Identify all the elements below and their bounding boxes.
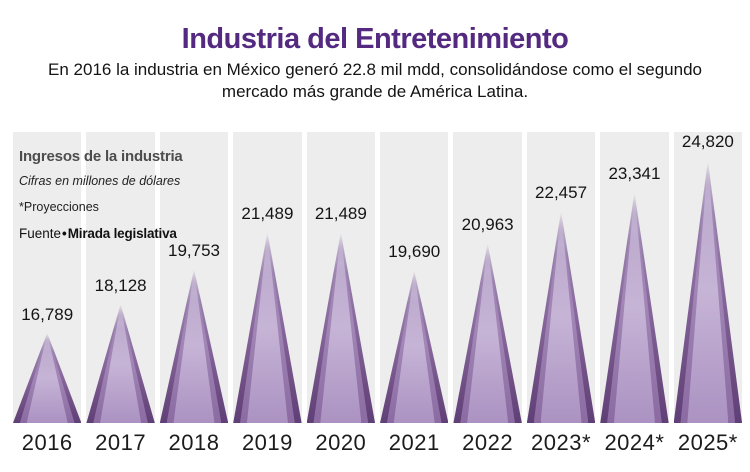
chart-columns: 16,789 2016 18,128 2017 19,753 2018 21,489 2019…	[0, 132, 750, 456]
value-label: 18,128	[94, 276, 147, 295]
year-label: 2017	[95, 430, 147, 455]
column-band: 19,690	[380, 132, 449, 423]
chart-column-2017: 18,128 2017	[86, 132, 155, 456]
value-label: 19,690	[388, 242, 441, 262]
value-label: 20,963	[461, 215, 514, 234]
column-band: 24,820	[673, 132, 743, 423]
header: Industria del Entretenimiento En 2016 la…	[0, 0, 750, 103]
chart-column-2024-proj: 23,341 2024*	[600, 132, 669, 456]
subtitle-line-1: En 2016 la industria en México generó 22…	[48, 60, 702, 79]
year-label: 2018	[168, 430, 220, 455]
cone-2017	[86, 304, 155, 423]
chart-column-2025-proj: 24,820 2025*	[673, 132, 743, 456]
column-band: 23,341	[600, 132, 669, 423]
year-label: 2019	[241, 430, 293, 455]
cone-2022	[453, 243, 522, 423]
chart-column-2021: 19,690 2021	[380, 132, 449, 456]
cone-2025-proj	[673, 160, 743, 423]
page-title: Industria del Entretenimiento	[181, 23, 569, 55]
column-band: 16,789	[13, 132, 82, 423]
value-label: 24,820	[681, 132, 734, 151]
cone-2019	[233, 231, 302, 423]
chart-column-2020: 21,489 2020	[306, 132, 376, 456]
cone-2018	[159, 269, 229, 423]
chart-column-2023-proj: 22,457 2023*	[526, 132, 596, 456]
value-label: 19,753	[168, 241, 221, 261]
subtitle: En 2016 la industria en México generó 22…	[0, 59, 750, 103]
cone-2023-proj	[526, 210, 596, 423]
value-label: 16,789	[21, 304, 74, 324]
cone-2020	[306, 231, 376, 423]
column-band: 19,753	[159, 132, 229, 423]
column-band: 18,128	[86, 132, 155, 423]
value-label: 23,341	[608, 163, 661, 183]
column-band: 20,963	[453, 132, 522, 423]
year-label: 2022	[462, 430, 514, 455]
chart-column-2018: 19,753 2018	[159, 132, 229, 456]
year-label: 2025*	[677, 430, 738, 455]
chart-column-2022: 20,963 2022	[453, 132, 522, 456]
cone-bar-chart: 16,789 2016 18,128 2017 19,753 2018 21,489 2019…	[0, 132, 750, 468]
chart-column-2019: 21,489 2019	[233, 132, 302, 456]
year-label: 2024*	[604, 430, 665, 455]
cone-2024-proj	[600, 191, 669, 423]
year-label: 2020	[315, 430, 367, 455]
year-label: 2016	[21, 430, 73, 455]
year-label: 2021	[388, 430, 440, 455]
value-label: 22,457	[535, 182, 588, 202]
column-band: 21,489	[306, 132, 376, 423]
chart-column-2016: 16,789 2016	[13, 132, 82, 456]
column-band: 22,457	[526, 132, 596, 423]
value-label: 21,489	[314, 203, 367, 223]
cone-2021	[380, 270, 449, 423]
column-band: 21,489	[233, 132, 302, 423]
year-label: 2023*	[531, 430, 592, 455]
value-label: 21,489	[241, 203, 294, 223]
cone-2016	[13, 332, 82, 423]
subtitle-line-2: mercado más grande de América Latina.	[221, 82, 529, 101]
